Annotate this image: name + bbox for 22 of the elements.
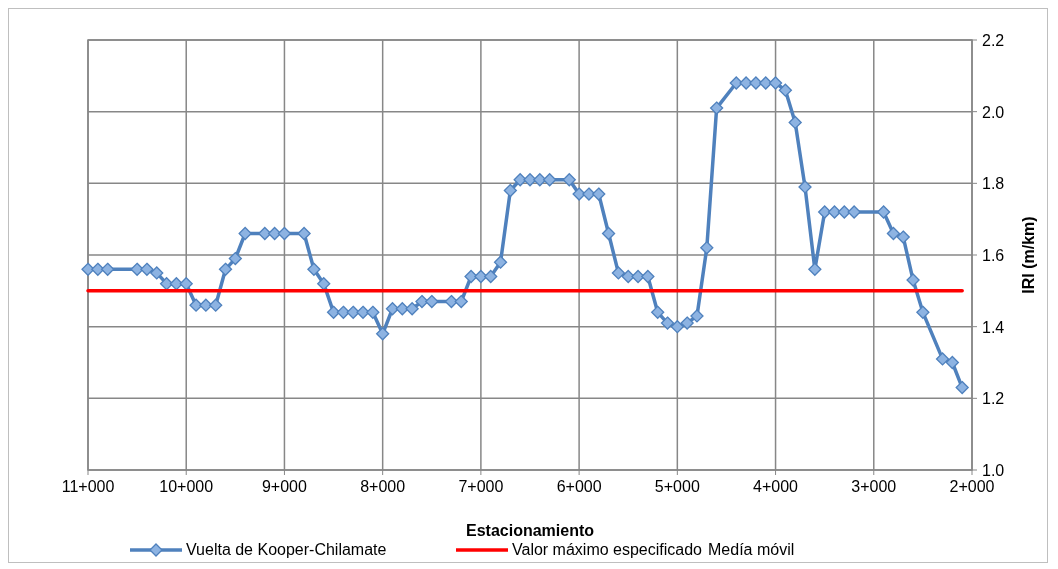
legend-label: Vuelta de Kooper-Chilamate bbox=[186, 541, 387, 558]
text: Medía móvil bbox=[708, 541, 795, 558]
x-tick-label: 11+000 bbox=[61, 478, 115, 495]
y-tick-label: 1.4 bbox=[982, 318, 1005, 336]
x-tick-label: 10+000 bbox=[159, 478, 214, 495]
legend-label: Valor máximo especificado bbox=[512, 541, 703, 558]
x-tick-label: 7+000 bbox=[458, 478, 504, 495]
y-axis-title: IRI (m/km) bbox=[1020, 216, 1037, 294]
x-tick-label: 3+000 bbox=[851, 478, 897, 495]
x-tick-label: 2+000 bbox=[949, 478, 995, 495]
y-tick-label: 1.0 bbox=[982, 462, 1005, 479]
x-tick-label: 6+000 bbox=[556, 478, 602, 495]
y-tick-label: 2.2 bbox=[982, 32, 1005, 49]
y-tick-label: 2.0 bbox=[982, 103, 1005, 121]
y-tick-label: 1.8 bbox=[982, 175, 1005, 193]
x-tick-label: 8+000 bbox=[360, 478, 406, 495]
x-tick-label: 4+000 bbox=[753, 478, 799, 495]
x-tick-label: 9+000 bbox=[261, 478, 308, 495]
x-tick-label: 5+000 bbox=[654, 478, 700, 495]
y-tick-label: 1.6 bbox=[982, 247, 1005, 264]
x-axis-title: Estacionamiento bbox=[465, 522, 595, 539]
y-tick-label: 1.2 bbox=[982, 390, 1005, 408]
